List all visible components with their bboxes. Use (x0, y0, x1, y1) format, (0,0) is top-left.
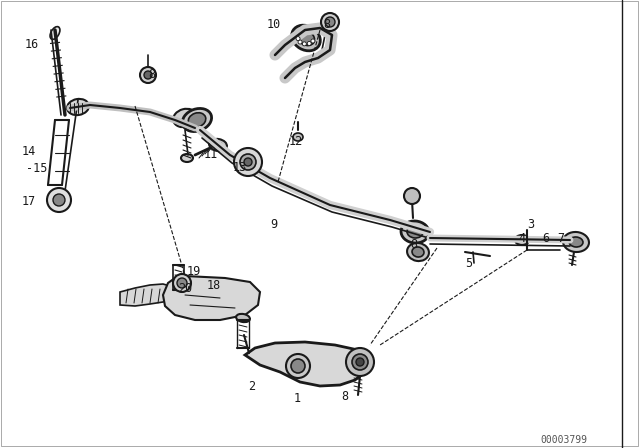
Ellipse shape (401, 221, 429, 243)
Text: 8: 8 (148, 68, 155, 81)
Circle shape (173, 274, 191, 292)
Circle shape (291, 359, 305, 373)
Text: 9: 9 (270, 218, 277, 231)
Text: 7: 7 (557, 232, 564, 245)
Text: -15: -15 (26, 162, 47, 175)
Ellipse shape (236, 314, 250, 322)
Circle shape (244, 158, 252, 166)
Ellipse shape (209, 139, 227, 151)
Text: 12: 12 (289, 135, 303, 148)
Text: 11: 11 (204, 148, 218, 161)
Ellipse shape (182, 108, 212, 132)
Text: 17: 17 (22, 195, 36, 208)
Text: 8: 8 (410, 238, 417, 251)
Text: 13: 13 (233, 161, 247, 174)
Circle shape (47, 188, 71, 212)
Circle shape (177, 278, 187, 288)
Ellipse shape (407, 243, 429, 261)
Circle shape (144, 71, 152, 79)
Circle shape (321, 13, 339, 31)
Text: 19: 19 (187, 265, 201, 278)
Text: 20: 20 (178, 282, 192, 295)
Circle shape (140, 67, 156, 83)
Circle shape (346, 348, 374, 376)
Ellipse shape (67, 99, 89, 115)
Circle shape (298, 40, 302, 44)
Text: 2: 2 (248, 380, 255, 393)
Text: 8: 8 (323, 18, 330, 31)
Ellipse shape (515, 235, 529, 245)
Circle shape (311, 39, 315, 43)
Ellipse shape (292, 25, 320, 51)
Ellipse shape (407, 226, 423, 238)
Ellipse shape (181, 154, 193, 162)
Ellipse shape (412, 247, 424, 257)
Circle shape (240, 154, 256, 170)
Text: 8: 8 (341, 390, 348, 403)
Polygon shape (120, 284, 170, 306)
Circle shape (404, 188, 420, 204)
Ellipse shape (298, 30, 314, 46)
Text: 14: 14 (22, 145, 36, 158)
Polygon shape (245, 342, 368, 386)
Ellipse shape (214, 142, 222, 148)
Text: 1: 1 (294, 392, 301, 405)
Ellipse shape (563, 232, 589, 252)
Text: 10: 10 (267, 18, 281, 31)
Text: 4: 4 (518, 232, 525, 245)
Circle shape (302, 42, 307, 46)
Circle shape (234, 148, 262, 176)
Ellipse shape (50, 26, 60, 39)
Circle shape (356, 358, 364, 366)
Text: 6: 6 (542, 232, 549, 245)
Circle shape (325, 17, 335, 27)
Circle shape (352, 354, 368, 370)
Ellipse shape (569, 237, 583, 247)
Ellipse shape (188, 113, 206, 127)
Circle shape (307, 42, 311, 46)
Ellipse shape (173, 109, 197, 127)
Circle shape (53, 194, 65, 206)
Circle shape (296, 37, 300, 41)
Text: 5: 5 (465, 257, 472, 270)
Text: 00003799: 00003799 (540, 435, 587, 445)
Text: 3: 3 (527, 218, 534, 231)
Text: 16: 16 (25, 38, 39, 51)
Ellipse shape (293, 133, 303, 141)
Text: 18: 18 (207, 279, 221, 292)
Polygon shape (163, 276, 260, 320)
Circle shape (286, 354, 310, 378)
